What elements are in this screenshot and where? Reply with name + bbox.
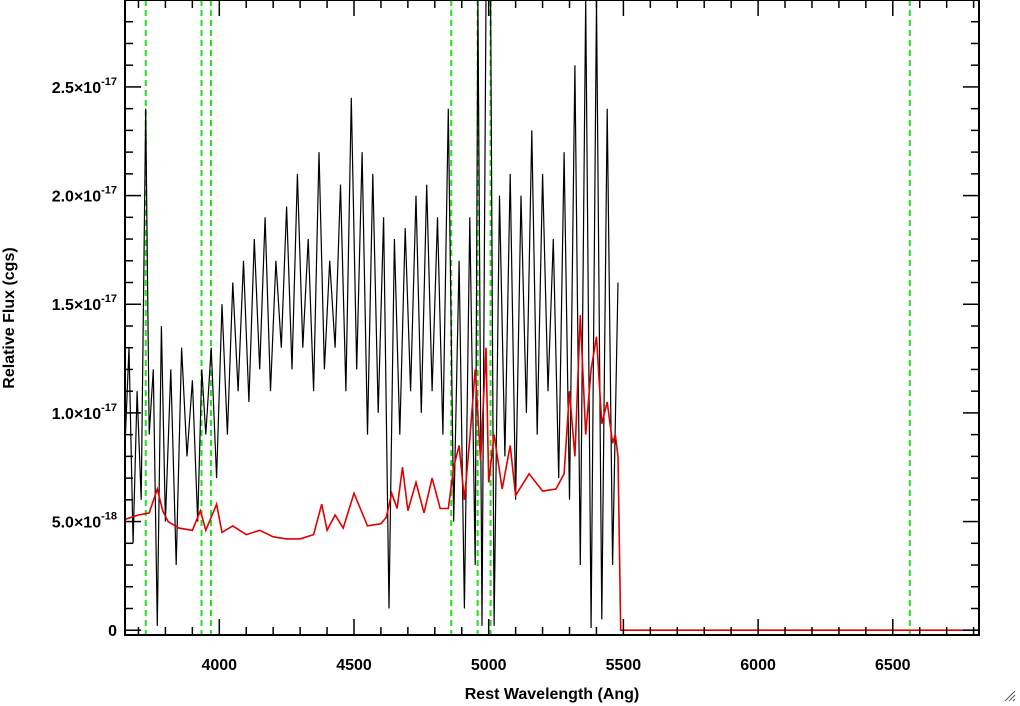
y-tick-labels: 0 5.0×10-18 1.0×10-17 1.5×10-17 2.0×10-17 2.5… [52, 76, 117, 640]
x-tick-label-6500: 6500 [875, 657, 911, 674]
x-tick-label-5500: 5500 [606, 657, 642, 674]
x-tick-label-5000: 5000 [471, 657, 507, 674]
y-tick-label-5: 2.5×10-17 [52, 76, 117, 97]
y-tick-label-1: 5.0×10-18 [52, 511, 117, 532]
x-tick-label-6000: 6000 [740, 657, 776, 674]
series-group [124, 0, 979, 632]
y-tick-label-4: 2.0×10-17 [52, 185, 117, 206]
series-line-0 [124, 0, 619, 629]
y-tick-label-0: 0 [108, 623, 117, 640]
plot-frame [124, 0, 980, 636]
y-axis-title: Relative Flux (cgs) [1, 247, 18, 388]
series-line-1 [124, 315, 979, 632]
x-axis-title: Rest Wavelength (Ang) [465, 686, 640, 703]
resize-grip-icon[interactable] [1004, 690, 1016, 702]
ticks-group [125, 0, 979, 635]
x-tick-label-4000: 4000 [201, 657, 237, 674]
x-tick-label-4500: 4500 [336, 657, 372, 674]
y-tick-label-3: 1.5×10-17 [52, 293, 117, 314]
y-tick-label-2: 1.0×10-17 [52, 402, 117, 423]
x-tick-labels: 4000 4500 5000 5500 6000 6500 [201, 657, 910, 674]
